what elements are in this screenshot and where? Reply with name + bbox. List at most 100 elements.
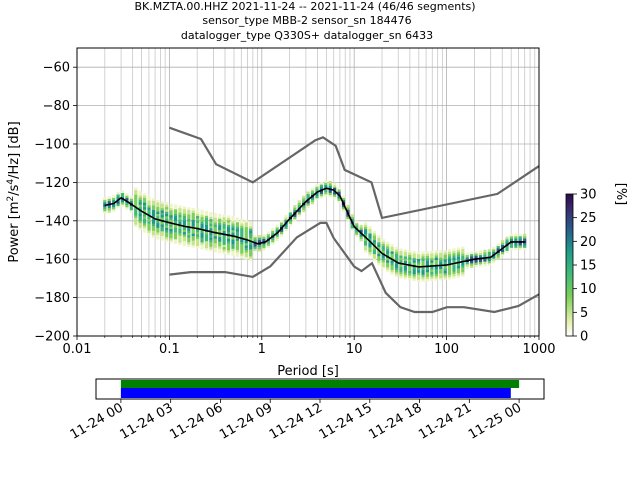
density-cell [173, 204, 178, 208]
density-cell [156, 211, 160, 215]
density-cell [430, 266, 434, 270]
density-cell [249, 256, 253, 259]
density-cell [439, 257, 443, 260]
density-cell [500, 251, 505, 255]
density-cell [156, 206, 160, 210]
density-cell [390, 260, 394, 263]
density-cell [346, 216, 350, 219]
density-cell [390, 255, 394, 259]
density-cell [134, 187, 138, 191]
density-cell [226, 220, 231, 223]
density-cell [465, 254, 469, 258]
density-cell [213, 217, 217, 221]
density-cell [487, 251, 491, 255]
density-cell [403, 276, 407, 280]
density-cell [328, 192, 332, 196]
density-cell [452, 269, 456, 272]
density-cell [182, 229, 186, 233]
density-cell [209, 216, 213, 220]
density-cell [505, 239, 509, 242]
density-cell [500, 244, 505, 248]
density-cell [244, 247, 248, 251]
density-cell [187, 244, 191, 247]
density-cell [120, 204, 125, 207]
density-cell [377, 255, 381, 259]
density-cell [231, 239, 235, 242]
density-cell [262, 245, 266, 249]
density-cell [452, 248, 456, 251]
density-cell [297, 200, 301, 204]
density-cell [160, 217, 164, 220]
density-cell [386, 241, 390, 245]
density-cell [355, 225, 359, 228]
coverage-tick-label: 11-24 15 [317, 400, 375, 442]
density-cell [333, 196, 337, 200]
density-cell [191, 235, 195, 239]
density-cell [151, 207, 156, 211]
density-cell [452, 271, 456, 274]
density-cell [275, 236, 279, 239]
density-cell [403, 251, 407, 255]
density-cell [456, 275, 460, 278]
colorbar-tick-label: 10 [580, 282, 597, 297]
density-cell [209, 241, 213, 245]
density-cell [235, 222, 240, 225]
density-cell [134, 196, 138, 200]
density-cell [483, 249, 487, 253]
density-cell [381, 239, 385, 242]
density-cell [302, 209, 306, 213]
density-cell [160, 201, 164, 204]
density-cell [156, 222, 160, 226]
density-cell [403, 272, 407, 275]
density-cell [399, 253, 403, 256]
density-cell [271, 239, 275, 243]
density-cell [315, 195, 319, 199]
density-cell [138, 220, 142, 224]
density-cell [138, 192, 142, 196]
colorbar-tick-label: 30 [580, 188, 597, 203]
density-cell [235, 245, 240, 248]
density-cell [470, 265, 474, 268]
density-cell [200, 226, 204, 229]
density-cell [421, 258, 425, 261]
density-cell [182, 222, 186, 226]
density-cell [487, 263, 491, 266]
density-cell [222, 214, 226, 218]
density-cell [425, 276, 430, 280]
density-cell [500, 249, 505, 252]
density-cell [456, 270, 460, 274]
density-cell [381, 262, 385, 265]
density-cell [244, 226, 248, 230]
density-cell [363, 231, 368, 234]
density-cell [425, 267, 430, 270]
density-cell [425, 251, 430, 254]
density-cell [169, 207, 173, 211]
density-cell [142, 202, 147, 205]
density-cell [293, 209, 297, 213]
density-cell [103, 201, 107, 205]
density-cell [147, 195, 151, 199]
density-cell [187, 239, 191, 243]
density-cell [474, 264, 478, 268]
density-cell [514, 236, 518, 239]
density-cell [151, 232, 156, 236]
density-cell [262, 236, 266, 240]
density-cell [240, 250, 244, 254]
density-cell [249, 221, 253, 225]
density-cell [231, 218, 235, 222]
density-cell [412, 273, 416, 277]
density-cell [235, 219, 240, 223]
density-cell [173, 236, 178, 240]
density-cell [496, 248, 500, 251]
density-cell [399, 273, 403, 277]
x-tick-label: 1 [258, 342, 266, 357]
density-cell [470, 260, 474, 264]
density-cell [368, 228, 372, 232]
density-cell [496, 257, 500, 260]
density-cell [293, 216, 297, 220]
density-cell [209, 232, 213, 236]
density-cell [368, 244, 372, 248]
density-cell [430, 260, 434, 263]
density-cell [434, 278, 438, 281]
density-cell [200, 216, 204, 220]
